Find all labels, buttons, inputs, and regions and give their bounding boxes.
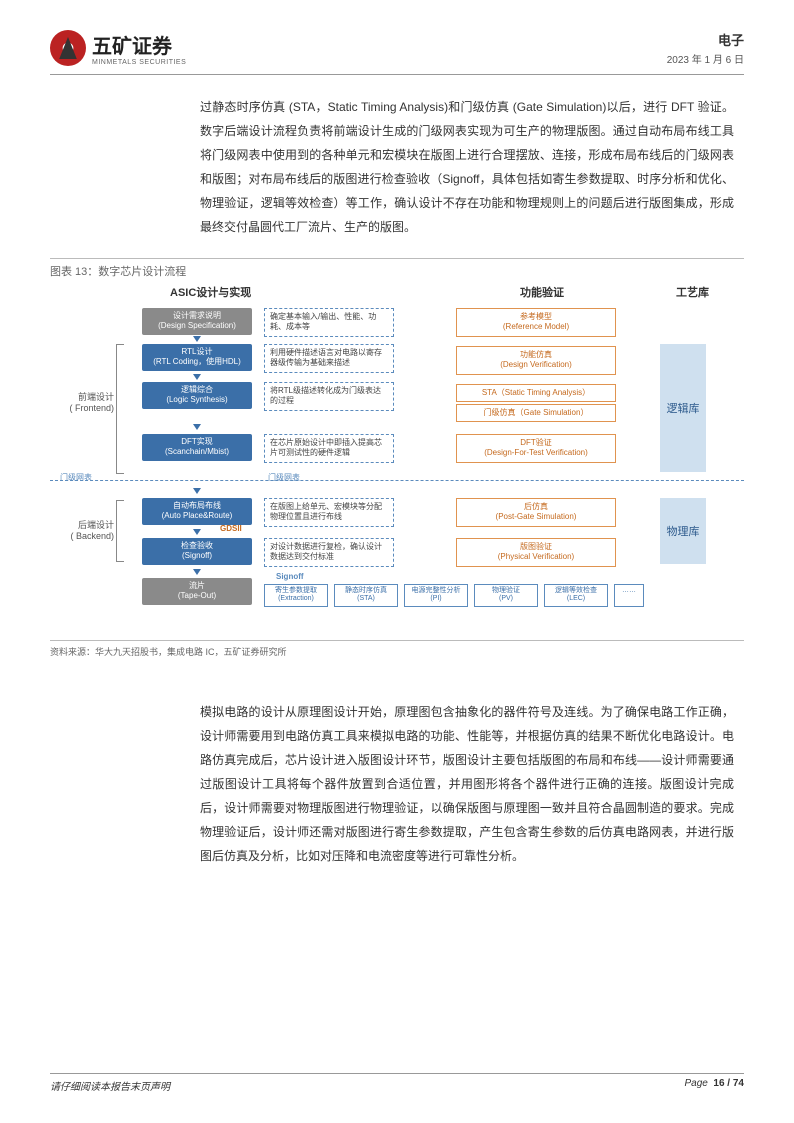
verify-post: 后仿真 (Post-Gate Simulation) — [456, 498, 616, 527]
verify-phys: 版图验证 (Physical Verification) — [456, 538, 616, 567]
signoff-lec: 逻辑等效检查 (LEC) — [544, 584, 608, 607]
verify-ref: 参考模型 (Reference Model) — [456, 308, 616, 337]
gdsii-label: GDSII — [220, 524, 242, 533]
col-header-verify: 功能验证 — [520, 284, 564, 300]
arrow-icon — [193, 374, 201, 380]
report-date: 2023 年 1 月 6 日 — [667, 51, 744, 66]
page-header: 五矿证券 MINMETALS SECURITIES 电子 2023 年 1 月 … — [50, 30, 744, 75]
netlist-divider — [50, 480, 744, 481]
logo-icon — [50, 30, 86, 66]
lib-logic: 逻辑库 — [660, 344, 706, 472]
paragraph-1: 过静态时序仿真 (STA，Static Timing Analysis)和门级仿… — [200, 95, 734, 239]
node-rtl: RTL设计 (RTL Coding，使用HDL) — [142, 344, 252, 371]
col-header-lib: 工艺库 — [676, 284, 709, 300]
desc-spec: 确定基本输入/输出、性能、功耗、成本等 — [264, 308, 394, 337]
node-tapeout: 流片 (Tape-Out) — [142, 578, 252, 605]
col-header-asic: ASIC设计与实现 — [170, 284, 251, 300]
arrow-icon — [193, 529, 201, 535]
node-signoff: 检查验收 (Signoff) — [142, 538, 252, 565]
node-synth: 逻辑综合 (Logic Synthesis) — [142, 382, 252, 409]
verify-func: 功能仿真 (Design Verification) — [456, 346, 616, 375]
lib-phys: 物理库 — [660, 498, 706, 564]
desc-synth: 将RTL级描述转化成为门级表达的过程 — [264, 382, 394, 411]
signoff-label: Signoff — [276, 572, 304, 581]
frontend-bracket — [116, 344, 124, 474]
desc-signoff: 对设计数据进行复检，确认设计数据达到交付标准 — [264, 538, 394, 567]
signoff-pv: 物理验证 (PV) — [474, 584, 538, 607]
gate-netlist-label: 门级网表 — [60, 472, 92, 483]
node-dft: DFT实现 (Scanchain/Mbist) — [142, 434, 252, 461]
company-name-en: MINMETALS SECURITIES — [92, 59, 186, 66]
company-name: 五矿证券 — [92, 30, 186, 59]
desc-dft: 在芯片原始设计中即插入提高芯片可测试性的硬件逻辑 — [264, 434, 394, 463]
signoff-row: 寄生参数提取 (Extraction) 静态时序仿真 (STA) 电源完整性分析… — [264, 584, 644, 607]
logo-block: 五矿证券 MINMETALS SECURITIES — [50, 30, 186, 66]
desc-rtl: 利用硬件描述语言对电路以寄存器级传输为基础来描述 — [264, 344, 394, 373]
flowchart-diagram: ASIC设计与实现 功能验证 工艺库 前端设计 ( Frontend) 后端设计… — [50, 280, 744, 630]
desc-apr: 在版图上给单元、宏模块等分配物理位置且进行布线 — [264, 498, 394, 527]
signoff-more: …… — [614, 584, 644, 607]
verify-gate: 门级仿真（Gate Simulation） — [456, 404, 616, 422]
page-number: Page 16 / 74 — [684, 1078, 744, 1093]
page-footer: 请仔细阅读本报告末页声明 Page 16 / 74 — [50, 1073, 744, 1093]
node-spec: 设计需求说明 (Design Specification) — [142, 308, 252, 335]
arrow-icon — [193, 488, 201, 494]
header-right: 电子 2023 年 1 月 6 日 — [667, 30, 744, 66]
arrow-icon — [193, 424, 201, 430]
backend-label: 后端设计 ( Backend) — [54, 518, 114, 541]
figure-title: 图表 13：数字芯片设计流程 — [50, 258, 744, 279]
paragraph-2: 模拟电路的设计从原理图设计开始，原理图包含抽象化的器件符号及连线。为了确保电路工… — [200, 700, 734, 868]
arrow-icon — [193, 336, 201, 342]
gate-netlist-label-2: 门级网表 — [268, 472, 300, 483]
verify-dft: DFT验证 (Design-For-Test Verification) — [456, 434, 616, 463]
backend-bracket — [116, 500, 124, 562]
signoff-sta: 静态时序仿真 (STA) — [334, 584, 398, 607]
figure-source: 资料来源：华大九天招股书，集成电路 IC，五矿证券研究所 — [50, 640, 744, 658]
signoff-ext: 寄生参数提取 (Extraction) — [264, 584, 328, 607]
arrow-icon — [193, 569, 201, 575]
frontend-label: 前端设计 ( Frontend) — [54, 390, 114, 413]
node-apr: 自动布局布线 (Auto Place&Route) — [142, 498, 252, 525]
signoff-pi: 电源完整性分析 (PI) — [404, 584, 468, 607]
disclaimer-text: 请仔细阅读本报告末页声明 — [50, 1078, 170, 1093]
category-label: 电子 — [667, 30, 744, 49]
verify-sta: STA（Static Timing Analysis） — [456, 384, 616, 402]
